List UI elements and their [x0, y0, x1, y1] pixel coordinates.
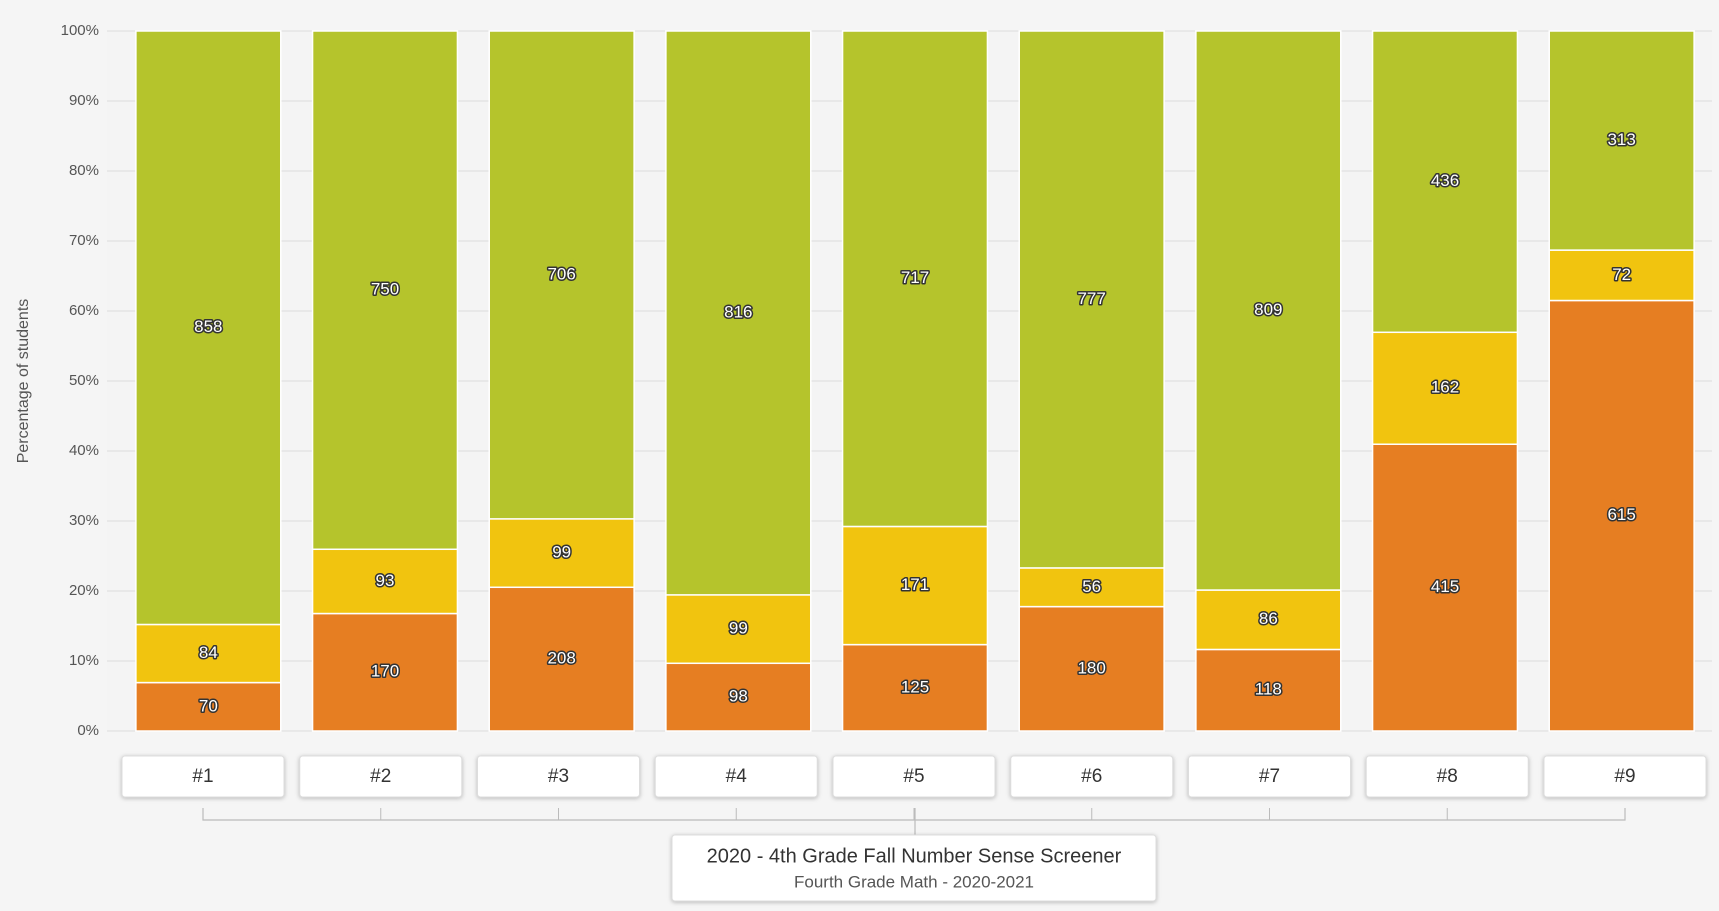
value-label: 415: [1431, 577, 1459, 596]
y-tick-label: 0%: [77, 722, 99, 739]
bar-segment: [841, 525, 989, 646]
bar-segment: [135, 681, 282, 732]
value-label: 816: [724, 302, 752, 321]
value-label: 171: [901, 575, 929, 594]
bar-segment: [665, 30, 812, 596]
bar-segment: [665, 594, 812, 665]
value-label: 93: [376, 571, 395, 590]
bar-segment: [311, 612, 459, 732]
value-label: 162: [1431, 378, 1459, 397]
y-tick-label: 100%: [61, 22, 99, 39]
category-button: [832, 755, 996, 798]
category-button: [654, 755, 818, 798]
value-label: 436: [1431, 171, 1459, 190]
x-tick-label: #3: [548, 766, 569, 787]
value-label: 858: [194, 317, 222, 336]
category-button: [299, 755, 463, 798]
bar-segment: [1018, 30, 1165, 569]
y-axis-label: Percentage of students: [15, 299, 32, 464]
y-tick-label: 90%: [69, 92, 99, 109]
value-label: 777: [1077, 289, 1105, 308]
value-label: 180: [1077, 658, 1105, 677]
category-button: [1010, 755, 1174, 798]
bar-segment: [1371, 331, 1519, 445]
bar-segment: [841, 643, 989, 732]
value-label: 706: [547, 264, 575, 283]
y-tick-label: 60%: [69, 302, 99, 319]
value-label: 72: [1612, 265, 1631, 284]
bar-segment: [135, 30, 282, 626]
bar-segment: [1018, 605, 1165, 732]
group-title-box: [671, 834, 1157, 902]
x-tick-label: #6: [1081, 766, 1102, 787]
value-label: 99: [552, 543, 571, 562]
y-tick-label: 70%: [69, 232, 99, 249]
value-label: 56: [1082, 577, 1101, 596]
x-tick-label: #2: [370, 766, 391, 787]
category-button: [1365, 755, 1529, 798]
category-button: [477, 755, 640, 798]
value-label: 84: [199, 643, 218, 662]
bar-segment: [311, 30, 459, 551]
bar-segment: [1371, 443, 1519, 732]
chart-subtitle: Fourth Grade Math - 2020-2021: [794, 872, 1034, 891]
x-tick-label: #4: [726, 766, 748, 787]
x-tick-label: #7: [1259, 766, 1280, 787]
value-label: 208: [547, 649, 575, 668]
bar-segment: [1548, 30, 1695, 251]
x-tick-label: #1: [192, 766, 213, 787]
category-button: [1543, 755, 1707, 798]
x-tick-label: #9: [1614, 766, 1635, 787]
value-label: 809: [1254, 300, 1282, 319]
bar-segment: [488, 30, 635, 520]
bar-segment: [1195, 648, 1342, 732]
value-label: 86: [1259, 609, 1278, 628]
x-tick-label: #8: [1437, 766, 1458, 787]
value-label: 118: [1255, 680, 1282, 699]
y-tick-label: 40%: [69, 442, 99, 459]
y-tick-label: 50%: [69, 372, 99, 389]
value-label: 70: [199, 696, 218, 715]
bar-segment: [841, 30, 989, 528]
chart-title: 2020 - 4th Grade Fall Number Sense Scree…: [707, 845, 1122, 867]
category-button: [1188, 755, 1351, 798]
value-label: 615: [1607, 505, 1635, 524]
y-tick-label: 20%: [69, 582, 99, 599]
bar-segment: [665, 662, 812, 732]
category-button: [121, 755, 285, 798]
bar-segment: [1195, 589, 1342, 651]
value-label: 313: [1607, 130, 1635, 149]
bar-segment: [488, 518, 635, 589]
value-label: 98: [729, 687, 748, 706]
value-label: 750: [371, 280, 399, 299]
value-label: 99: [729, 619, 748, 638]
bar-segment: [1371, 30, 1519, 334]
x-tick-label: #5: [903, 766, 924, 787]
y-tick-label: 80%: [69, 162, 99, 179]
y-tick-label: 30%: [69, 512, 99, 529]
bar-segment: [1548, 299, 1695, 732]
bar-segment: [1195, 30, 1342, 591]
bar-segment: [311, 548, 459, 615]
y-tick-label: 10%: [69, 652, 99, 669]
value-label: 717: [901, 268, 929, 287]
bar-segment: [1018, 567, 1165, 608]
bar-segment: [488, 586, 635, 732]
bar-segment: [1548, 249, 1695, 302]
value-label: 170: [371, 662, 399, 681]
bar-segment: [135, 623, 282, 684]
value-label: 125: [901, 677, 929, 696]
